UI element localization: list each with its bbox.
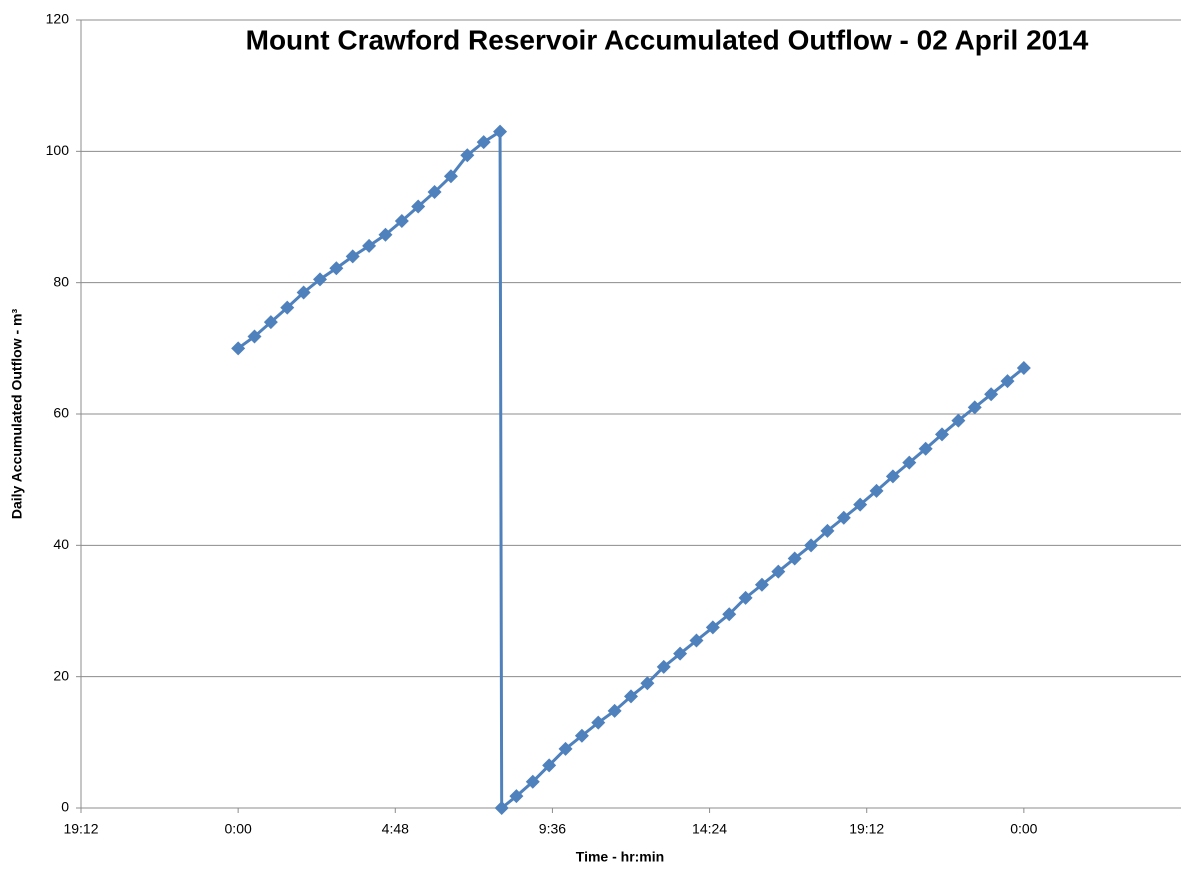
y-tick-label: 80 [53,273,69,289]
data-line [237,128,1025,812]
data-marker [247,329,262,344]
data-marker [771,564,786,579]
data-marker [673,646,688,661]
data-marker [280,300,295,315]
data-marker [378,227,393,242]
data-marker [967,400,982,415]
data-marker [476,135,491,150]
data-marker [312,272,327,287]
x-tick-label: 9:36 [539,821,566,837]
data-marker [689,633,704,648]
x-tick-label: 0:00 [1010,821,1037,837]
data-marker [754,577,769,592]
x-tick-label: 4:48 [382,821,409,837]
data-marker [984,387,999,402]
y-axis-label: Daily Accumulated Outflow - m³ [9,309,25,520]
data-marker [591,715,606,730]
data-marker [1000,374,1015,389]
y-tick-label: 20 [53,667,69,683]
data-marker [787,551,802,566]
data-marker [525,774,540,789]
y-tick-label: 100 [46,142,70,158]
data-marker [443,169,458,184]
data-marker [411,199,426,214]
y-tick-label: 60 [53,405,69,421]
data-marker [394,213,409,228]
data-marker [885,469,900,484]
data-marker [362,238,377,253]
y-tick-label: 120 [46,11,70,27]
x-tick-label: 19:12 [63,821,98,837]
data-marker [705,620,720,635]
data-marker [607,703,622,718]
data-marker [836,510,851,525]
x-tick-label: 0:00 [225,821,252,837]
y-tick-label: 40 [53,536,69,552]
x-tick-label: 19:12 [849,821,884,837]
data-marker [574,728,589,743]
data-marker [1016,361,1031,376]
data-marker [656,659,671,674]
data-marker [820,523,835,538]
data-marker [935,427,950,442]
data-marker [460,148,475,163]
data-marker [640,676,655,691]
data-marker [263,315,278,330]
data-marker [345,249,360,264]
data-marker [493,124,508,139]
x-tick-label: 14:24 [692,821,727,837]
data-marker [542,758,557,773]
chart-title: Mount Crawford Reservoir Accumulated Out… [246,24,1089,55]
data-marker [231,341,246,356]
data-marker [869,483,884,498]
data-marker [509,789,524,804]
x-axis-label: Time - hr:min [576,849,664,865]
data-marker [427,185,442,200]
data-marker [624,689,638,704]
data-marker [853,497,868,512]
data-marker [738,590,753,605]
y-tick-label: 0 [61,799,69,815]
data-marker [296,285,311,300]
data-marker [329,261,344,276]
data-marker [494,801,509,815]
data-marker [918,441,933,456]
data-marker [902,455,917,470]
data-marker [951,413,966,428]
data-marker [558,741,573,756]
data-marker [804,538,819,553]
data-marker [722,607,737,622]
